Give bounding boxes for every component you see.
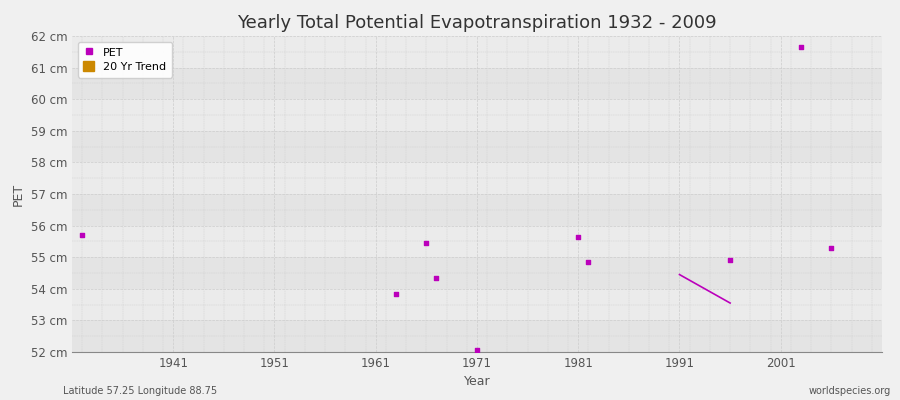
Y-axis label: PET: PET	[12, 182, 25, 206]
Title: Yearly Total Potential Evapotranspiration 1932 - 2009: Yearly Total Potential Evapotranspiratio…	[238, 14, 716, 32]
Bar	[72, 36, 882, 68]
Point	[419, 240, 434, 246]
Point	[470, 347, 484, 354]
Text: Latitude 57.25 Longitude 88.75: Latitude 57.25 Longitude 88.75	[63, 386, 217, 396]
Bar	[72, 226, 882, 257]
Point	[723, 257, 737, 264]
Point	[581, 259, 596, 265]
Point	[824, 244, 839, 251]
Bar	[72, 289, 882, 320]
Bar	[72, 131, 882, 162]
Bar	[72, 99, 882, 131]
Bar	[72, 194, 882, 226]
Text: worldspecies.org: worldspecies.org	[809, 386, 891, 396]
Point	[389, 290, 403, 297]
Point	[429, 274, 444, 281]
Bar	[72, 68, 882, 99]
Point	[75, 232, 89, 238]
Bar	[72, 320, 882, 352]
X-axis label: Year: Year	[464, 376, 490, 388]
Point	[794, 44, 808, 50]
Bar	[72, 162, 882, 194]
Point	[571, 234, 585, 240]
Bar	[72, 257, 882, 289]
Legend: PET, 20 Yr Trend: PET, 20 Yr Trend	[77, 42, 172, 78]
